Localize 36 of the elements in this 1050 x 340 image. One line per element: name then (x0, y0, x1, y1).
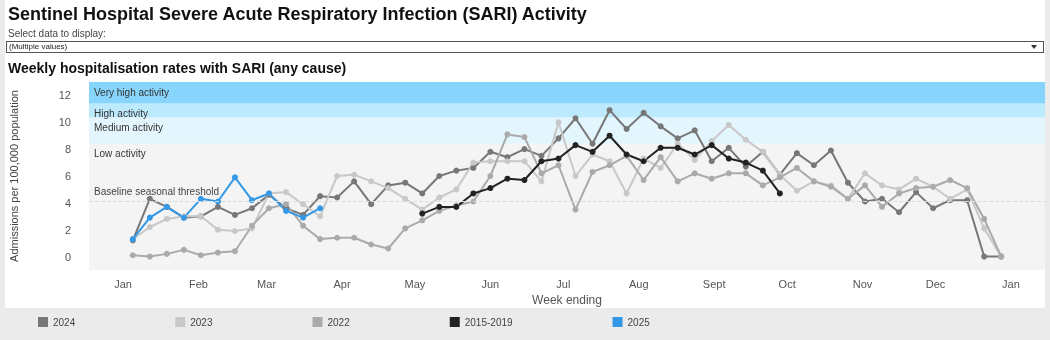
x-tick-label: Jul (556, 277, 571, 290)
ref-line-label: Baseline seasonal threshold (94, 186, 220, 198)
y-tick-label: 8 (64, 143, 71, 156)
text: Select data to display: (8, 28, 106, 39)
x-tick-label: Jun (481, 277, 500, 290)
y-tick-label: 6 (64, 170, 71, 182)
x-tick-label: Aug (628, 277, 649, 290)
chart-title: Sentinel Hospital Severe Acute Respiratory Infection (SARI) Activity (8, 4, 587, 25)
x-tick-label: Apr (333, 277, 351, 290)
y-tick-label: 4 (64, 196, 71, 209)
x-tick-label: Feb (188, 277, 208, 290)
band-label: Very high activity (94, 86, 170, 98)
legend-label: 2015-2019 (464, 316, 513, 328)
dropdown-field: (Multiple values) (6, 41, 1044, 53)
y-tick-label: 12 (58, 89, 71, 102)
legend-label: 2024 (53, 316, 76, 328)
x-axis-title: Week ending (532, 292, 602, 307)
y-tick-label: 2 (64, 223, 71, 236)
band-label: Low activity (94, 148, 146, 160)
x-tick-label: Jan (1002, 277, 1020, 290)
y-tick-label: 0 (64, 250, 71, 263)
x-tick-label: Sept (702, 277, 726, 290)
x-tick-label: Mar (257, 277, 277, 290)
x-tick-label: Dec (925, 277, 946, 290)
band-label: High activity (94, 107, 148, 119)
legend-label: 2025 (627, 316, 651, 328)
x-tick-label: Oct (778, 277, 796, 290)
legend-label: 2023 (190, 316, 213, 328)
y-tick-label: 10 (58, 116, 71, 129)
legend-label: 2022 (327, 316, 351, 328)
x-tick-label: May (404, 277, 426, 290)
x-tick-label: Nov (852, 277, 873, 290)
x-tick-label: Jan (114, 277, 132, 290)
y-axis-title: Admissions per 100,000 population (7, 90, 20, 262)
chart-subtitle: Weekly hospitalisation rates with SARI (any cause) (8, 60, 347, 76)
band-label: Medium activity (94, 122, 163, 134)
